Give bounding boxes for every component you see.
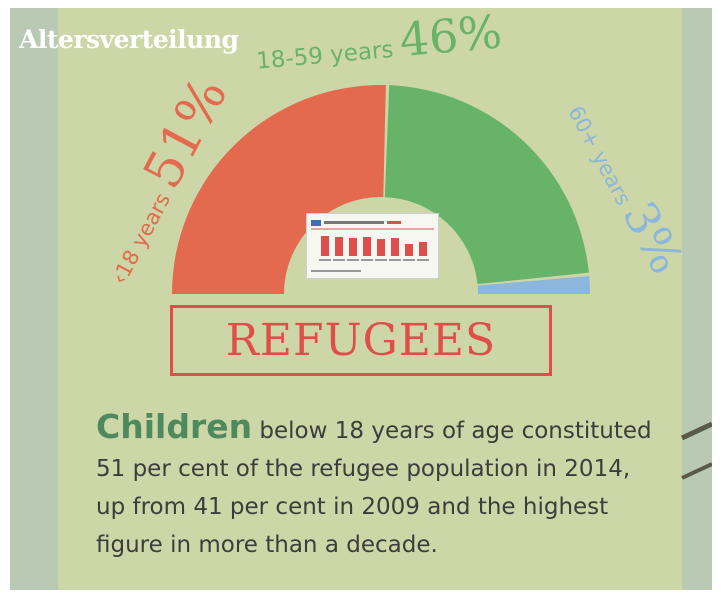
refugees-title: REFUGEES bbox=[225, 315, 497, 366]
decorative-lines bbox=[680, 421, 712, 480]
brand-watermark: Altersverteilung bbox=[19, 25, 239, 54]
segment-label-2: 18-59 years 46% bbox=[253, 4, 504, 79]
left-border-strip bbox=[10, 8, 58, 590]
caption-paragraph: Children below 18 years of age constitut… bbox=[96, 408, 656, 564]
refugees-title-box: REFUGEES bbox=[170, 305, 552, 376]
caption-body: below 18 years of age constituted 51 per… bbox=[96, 418, 652, 558]
donut-segment-2 bbox=[384, 85, 589, 285]
caption-lead: Children bbox=[96, 407, 253, 446]
donut-segment-3 bbox=[477, 275, 590, 294]
embedded-chart-thumbnail bbox=[306, 213, 439, 279]
donut-segment-1 bbox=[172, 84, 386, 294]
right-border-strip bbox=[682, 8, 712, 590]
